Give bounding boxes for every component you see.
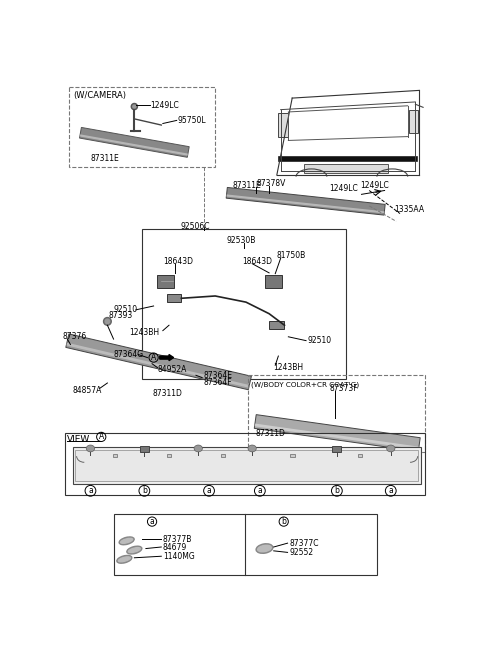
Polygon shape xyxy=(80,127,189,157)
Bar xyxy=(113,454,118,457)
Text: 18643D: 18643D xyxy=(164,257,193,266)
Bar xyxy=(269,321,285,329)
Bar xyxy=(221,454,225,457)
Ellipse shape xyxy=(195,446,201,451)
Text: 87378V: 87378V xyxy=(256,179,286,188)
Bar xyxy=(278,156,417,161)
Text: 1249LC: 1249LC xyxy=(329,185,358,193)
Bar xyxy=(409,110,419,133)
Text: 87393: 87393 xyxy=(109,311,133,321)
Text: 1140MG: 1140MG xyxy=(163,552,194,560)
Ellipse shape xyxy=(127,546,142,554)
Text: 92506C: 92506C xyxy=(180,222,210,231)
Bar xyxy=(140,446,149,452)
Bar xyxy=(65,433,425,495)
Text: 92510: 92510 xyxy=(308,336,332,345)
Bar xyxy=(168,294,181,302)
Circle shape xyxy=(105,319,110,324)
Ellipse shape xyxy=(119,557,130,562)
Polygon shape xyxy=(254,415,420,451)
Text: 95750L: 95750L xyxy=(178,116,206,125)
Text: 1243BH: 1243BH xyxy=(129,328,159,338)
Ellipse shape xyxy=(387,445,395,451)
Polygon shape xyxy=(226,187,385,215)
Text: 1249LC: 1249LC xyxy=(360,181,389,190)
Text: a: a xyxy=(388,486,393,495)
Text: (W/CAMERA): (W/CAMERA) xyxy=(73,91,126,101)
Polygon shape xyxy=(66,343,250,388)
Text: 84679: 84679 xyxy=(163,543,187,551)
Text: 92552: 92552 xyxy=(289,548,313,557)
Text: 87311E: 87311E xyxy=(233,181,262,190)
Ellipse shape xyxy=(120,538,132,543)
Bar xyxy=(142,229,346,379)
Ellipse shape xyxy=(388,446,394,451)
Ellipse shape xyxy=(117,555,132,563)
Text: 87364G: 87364G xyxy=(114,350,144,359)
Text: a: a xyxy=(88,486,93,495)
Bar xyxy=(278,114,288,137)
Bar xyxy=(332,446,341,452)
Text: b: b xyxy=(142,486,147,495)
Text: 84952A: 84952A xyxy=(157,365,187,374)
Text: 87377C: 87377C xyxy=(289,539,319,548)
Text: 87311D: 87311D xyxy=(255,428,285,438)
Polygon shape xyxy=(227,194,384,214)
Text: VIEW: VIEW xyxy=(67,435,91,443)
Bar xyxy=(265,275,282,288)
FancyArrow shape xyxy=(160,355,174,361)
Ellipse shape xyxy=(194,445,202,451)
Text: a: a xyxy=(150,517,155,526)
Ellipse shape xyxy=(86,445,94,451)
Text: (W/BODY COLOR+CR COAT'G): (W/BODY COLOR+CR COAT'G) xyxy=(252,381,360,388)
Text: 1249LC: 1249LC xyxy=(151,101,179,110)
Bar xyxy=(248,375,425,452)
Bar xyxy=(69,87,215,168)
Text: 1243BH: 1243BH xyxy=(273,363,303,372)
Text: b: b xyxy=(281,517,286,526)
Bar xyxy=(75,450,419,481)
Ellipse shape xyxy=(258,545,271,552)
Circle shape xyxy=(104,317,111,325)
Text: 92530B: 92530B xyxy=(227,236,256,245)
Bar xyxy=(114,514,377,576)
Text: 18643D: 18643D xyxy=(242,257,272,266)
Polygon shape xyxy=(66,334,252,390)
Text: 87311E: 87311E xyxy=(90,154,119,163)
Text: 87377B: 87377B xyxy=(163,535,192,544)
Ellipse shape xyxy=(87,446,94,451)
Polygon shape xyxy=(80,134,188,156)
Ellipse shape xyxy=(248,445,256,451)
Bar xyxy=(290,454,295,457)
Bar xyxy=(73,447,421,484)
Ellipse shape xyxy=(128,548,140,553)
Ellipse shape xyxy=(119,537,134,545)
Text: A: A xyxy=(151,353,156,362)
Text: 87311D: 87311D xyxy=(152,388,182,397)
Circle shape xyxy=(131,104,137,110)
Text: 84857A: 84857A xyxy=(73,386,102,396)
Text: a: a xyxy=(207,486,211,495)
Text: 81750B: 81750B xyxy=(277,252,306,260)
Text: 87364F: 87364F xyxy=(204,378,232,388)
Text: 92510: 92510 xyxy=(114,306,138,314)
Text: b: b xyxy=(335,486,339,495)
Polygon shape xyxy=(254,424,419,449)
Circle shape xyxy=(133,105,136,108)
Text: 87376: 87376 xyxy=(63,332,87,341)
Bar xyxy=(157,275,174,288)
Ellipse shape xyxy=(249,446,255,451)
Ellipse shape xyxy=(256,544,273,553)
Text: 87373F: 87373F xyxy=(329,384,358,393)
Text: A: A xyxy=(98,432,104,442)
Bar xyxy=(167,454,171,457)
Text: 87364E: 87364E xyxy=(204,371,233,380)
Bar xyxy=(304,164,388,173)
Text: 1335AA: 1335AA xyxy=(394,205,424,214)
Bar xyxy=(358,454,362,457)
Text: a: a xyxy=(257,486,262,495)
